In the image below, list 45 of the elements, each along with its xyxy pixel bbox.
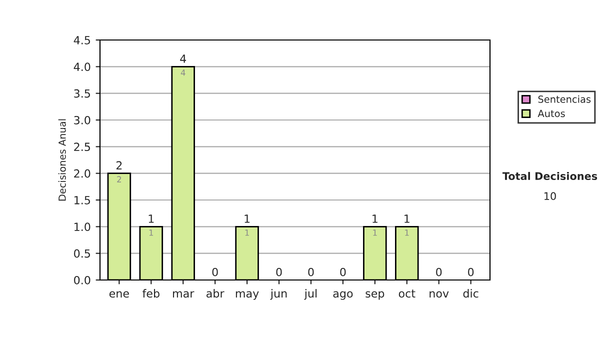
total-label: 1: [148, 214, 154, 223]
x-tick-label: jul: [304, 289, 317, 300]
data-label: 1: [149, 230, 154, 236]
x-tick-label: dic: [463, 289, 478, 298]
x-tick-label: ene: [109, 291, 129, 298]
total-label: 1: [244, 214, 250, 223]
total-label: 4: [180, 54, 186, 63]
x-tick-label: ago: [333, 291, 353, 300]
total-label: 1: [404, 214, 410, 223]
y-tick-label: 1.0: [74, 222, 90, 232]
total-label: 0: [276, 268, 282, 276]
y-tick-label: 0.5: [74, 249, 90, 258]
total-label: 0: [308, 268, 314, 276]
text: 10: [544, 192, 556, 200]
x-tick-label: nov: [430, 291, 449, 298]
x-tick-label: jun: [270, 289, 287, 300]
x-tick-label: may: [236, 291, 259, 300]
total-label: 2: [116, 161, 122, 170]
total-label: 0: [340, 268, 346, 276]
total-label: 0: [212, 268, 218, 276]
total-label: 0: [436, 268, 442, 276]
data-label: 4: [180, 70, 186, 76]
x-tick-label: oct: [398, 290, 416, 298]
y-tick-label: 3.5: [74, 89, 90, 98]
y-tick-label: 2.5: [74, 142, 90, 152]
data-label: 1: [405, 230, 409, 236]
x-tick-label: abr: [206, 289, 224, 298]
legend-label: Sentencias: [538, 95, 591, 103]
y-tick-label: 4.0: [74, 62, 90, 72]
data-label: 1: [245, 230, 249, 236]
text: Total Decisiones: [502, 172, 598, 180]
y-tick-label: 3.0: [74, 116, 90, 124]
x-tick-label: mar: [173, 291, 194, 298]
y-tick-label: 1.5: [74, 196, 90, 204]
y-tick-label: 0.0: [74, 276, 90, 284]
y-axis-title: Decisiones Anual: [58, 119, 66, 201]
data-label: 2: [117, 176, 121, 182]
total-label: 1: [372, 214, 378, 223]
x-tick-label: sep: [366, 291, 384, 300]
y-tick-label: 2.0: [74, 169, 90, 178]
y-tick-label: 4.5: [74, 36, 90, 44]
legend-label: Autos: [538, 110, 565, 118]
data-label: 1: [373, 230, 377, 236]
total-label: 0: [468, 268, 474, 276]
x-tick-label: feb: [142, 289, 160, 298]
